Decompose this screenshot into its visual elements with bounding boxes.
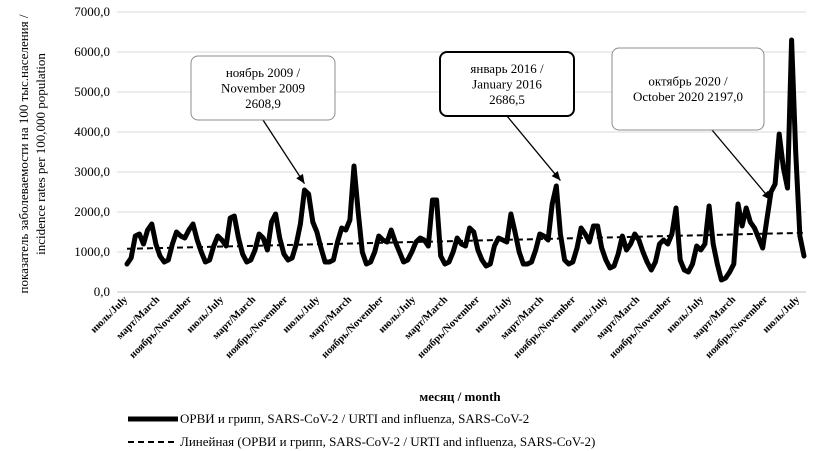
x-axis-ticks: июль/Julyмарт/Marchноябрь/Novemberиюль/J… (89, 294, 803, 361)
annotation-arrow (262, 119, 306, 184)
x-axis-label: месяц / month (419, 389, 501, 404)
annotation-callout: октябрь 2020 /October 2020 2197,0 (611, 47, 772, 201)
legend-label-series: ОРВИ и грипп, SARS-CoV-2 / URTI and infl… (180, 411, 529, 426)
annotation-arrowhead (551, 171, 561, 181)
annotation-text: 2686,5 (489, 92, 525, 107)
annotation-text: ноябрь 2009 / (226, 65, 301, 80)
y-tick-label: 3000,0 (74, 164, 110, 179)
annotation-text: октябрь 2020 / (648, 74, 728, 89)
y-tick-label: 5000,0 (74, 84, 110, 99)
annotation-text: January 2016 (472, 76, 542, 91)
y-tick-label: 1000,0 (74, 244, 110, 259)
y-tick-label: 7000,0 (74, 4, 110, 19)
annotation-text: November 2009 (221, 80, 305, 95)
y-tick-label: 2000,0 (74, 204, 110, 219)
annotation-box (611, 47, 765, 131)
legend: ОРВИ и грипп, SARS-CoV-2 / URTI and infl… (128, 411, 595, 449)
series-line-urti-influenza (124, 37, 807, 283)
y-axis-ticks: 0,0 1000,0 2000,0 3000,0 4000,0 5000,0 6000,0 7… (74, 4, 110, 299)
annotation-text: October 2020 2197,0 (633, 89, 743, 104)
annotation-arrowhead (762, 190, 771, 201)
annotation-arrow (711, 129, 772, 201)
annotation-text: 2608,9 (245, 96, 281, 111)
trend-line (126, 231, 805, 250)
y-axis-label-line-1: показатель заболеваемости на 100 тыс.нас… (16, 14, 31, 293)
series-layer (124, 37, 807, 283)
y-axis-label-line-2: incidence rates per 100,000 population (33, 53, 48, 255)
y-tick-label: 0,0 (94, 284, 110, 299)
annotation-arrowhead (296, 173, 305, 184)
annotation-arrow (506, 115, 561, 181)
y-tick-label: 6000,0 (74, 44, 110, 59)
annotation-box (439, 51, 575, 117)
annotation-text: январь 2016 / (470, 61, 544, 76)
legend-label-trend: Линейная (ОРВИ и грипп, SARS-CoV-2 / URT… (180, 434, 595, 449)
annotation-box (190, 55, 336, 121)
y-tick-label: 4000,0 (74, 124, 110, 139)
